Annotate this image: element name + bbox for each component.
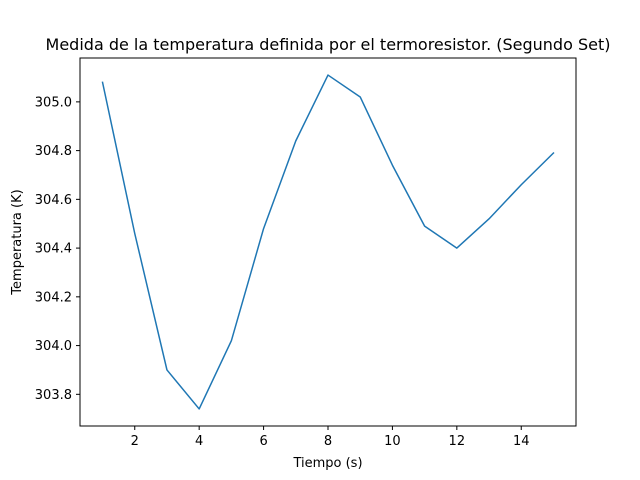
series-group (101, 74, 555, 410)
y-tick-label: 304.4 (35, 242, 72, 257)
y-tick-label: 304.6 (35, 193, 72, 208)
y-tick-label: 304.8 (35, 144, 72, 159)
x-tick-label: 8 (324, 434, 332, 449)
x-axis-ticks: 2 4 6 8 10 12 14 (131, 426, 530, 449)
plot-area-frame (79, 57, 577, 427)
x-tick-label: 14 (513, 434, 530, 449)
y-axis-label: Temperatura (K) (10, 189, 25, 295)
y-tick-label: 304.0 (35, 339, 72, 354)
series-line (101, 74, 555, 410)
x-tick-label: 4 (195, 434, 203, 449)
x-axis-label: Tiempo (s) (292, 456, 362, 471)
x-tick-label: 2 (131, 434, 139, 449)
y-axis-ticks: 303.8 304.0 304.2 304.4 304.6 304.8 305.0 (35, 95, 80, 403)
x-tick-label: 10 (384, 434, 401, 449)
chart-title: Medida de la temperatura definida por el… (46, 35, 611, 54)
y-tick-label: 304.2 (35, 290, 72, 305)
y-tick-label: 303.8 (35, 388, 72, 403)
y-tick-label: 305.0 (35, 95, 72, 110)
x-tick-label: 12 (449, 434, 466, 449)
x-tick-label: 6 (259, 434, 267, 449)
